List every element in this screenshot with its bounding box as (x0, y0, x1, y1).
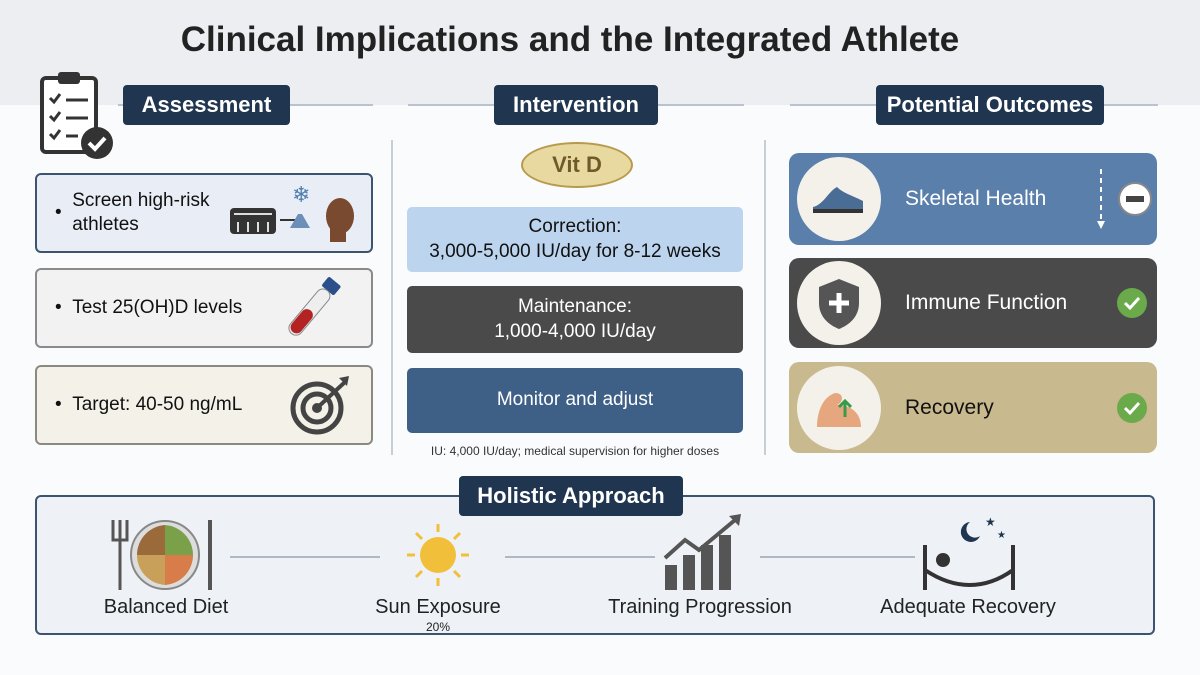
intervention-step: Correction: 3,000-5,000 IU/day for 8-12 w… (407, 207, 743, 272)
item-text: Target: 40-50 ng/mL (72, 394, 243, 415)
svg-text:★: ★ (985, 515, 996, 529)
test-tube-icon (288, 276, 341, 336)
outcome: Skeletal Health (789, 153, 1157, 245)
column-heading: Assessment (123, 85, 290, 125)
column-heading: Potential Outcomes (876, 85, 1104, 125)
step-label: Maintenance: (517, 295, 633, 317)
outcome-icon (797, 261, 881, 345)
decrease-icon (1097, 169, 1152, 229)
holistic-item: Balanced Diet (103, 596, 229, 618)
title: Clinical Implications and the Integrated… (180, 20, 960, 59)
divider (391, 140, 393, 455)
outcome-icon (797, 365, 881, 450)
item-text: Screen high-risk athletes (72, 190, 210, 235)
screen-icon: ❄ (230, 182, 355, 242)
holistic-item: Adequate Recovery (880, 596, 1056, 618)
svg-text:❄: ❄ (292, 182, 310, 207)
holistic-heading: Holistic Approach (459, 476, 683, 516)
outcome-text: Skeletal Health (905, 187, 1047, 210)
column-heading: Intervention (494, 85, 658, 125)
outcome: Recovery (789, 362, 1157, 453)
outcome: Immune Function (789, 258, 1157, 348)
holistic-item: Training Progression (608, 596, 792, 618)
holistic-icons: ★★ (111, 514, 1015, 590)
vit-d-badge: Vit D (521, 142, 633, 188)
outcome-icon (797, 157, 881, 241)
intervention-step: Monitor and adjust (407, 368, 743, 433)
bullet: • (55, 394, 73, 415)
holistic-panel (35, 495, 1155, 635)
note: IU: 4,000 IU/day; medical supervision fo… (430, 444, 720, 458)
intervention-step: Maintenance: 1,000-4,000 IU/day (407, 286, 743, 353)
check-icon (1117, 288, 1147, 318)
sun-note: 20% (425, 620, 451, 634)
step-label: Correction: (528, 215, 622, 237)
assessment-item: • Target: 40-50 ng/mL (35, 365, 373, 445)
bullet: • (55, 202, 73, 223)
bullet: • (55, 297, 73, 318)
outcome-text: Recovery (905, 395, 994, 419)
item-text: Test 25(OH)D levels (72, 297, 243, 318)
clipboard-icon (40, 72, 113, 159)
assessment-item: • Screen high-risk athletes ❄ (35, 173, 373, 253)
assessment-item: • Test 25(OH)D levels (35, 268, 373, 348)
step-detail: 3,000-5,000 IU/day for 8-12 weeks (429, 240, 721, 262)
check-icon (1117, 392, 1147, 423)
svg-text:★: ★ (997, 530, 1006, 541)
step-label: Monitor and adjust (496, 389, 654, 411)
step-detail: 1,000-4,000 IU/day (494, 320, 656, 342)
divider (764, 140, 766, 455)
target-icon (290, 376, 350, 435)
holistic-item: Sun Exposure (375, 596, 501, 618)
outcome-text: Immune Function (905, 291, 1068, 315)
